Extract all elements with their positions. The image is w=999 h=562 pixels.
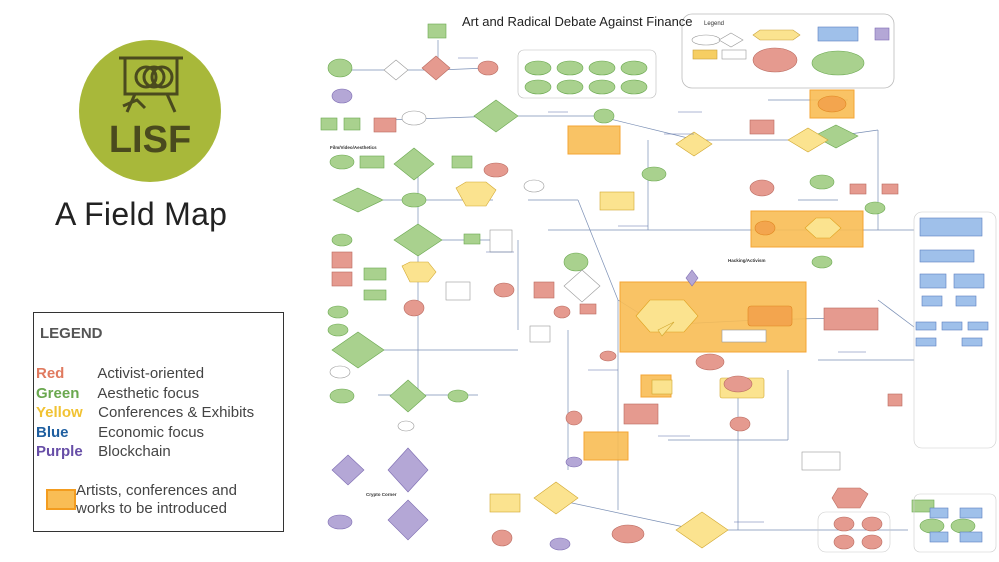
purple-nodes [327,88,699,551]
legend-description: Conferences & Exhibits [98,404,255,421]
green-nodes [320,23,976,534]
legend-category: Red [36,365,65,382]
legend-title: LEGEND [40,325,103,342]
legend-row-blue: Blue Economic focus [36,424,204,441]
legend-category: Yellow [36,404,83,421]
orange-inner-nodes [635,95,847,333]
red-bottom-panel [817,511,891,553]
section-label-crypto: Crypto Corner [366,492,397,497]
logo-text: LISF [109,119,191,161]
legend-swatch-orange [46,489,76,510]
diagram-legend-shapes [691,26,890,76]
diagram-legend-heading: Legend [704,21,724,27]
lisf-logo: LISF [79,40,221,182]
legend-row-red: Red Activist-oriented [36,365,204,382]
legend-category: Green [36,385,80,402]
legend-row-green: Green Aesthetic focus [36,385,199,402]
legend-category: Purple [36,443,83,460]
connector-lines [338,40,919,531]
page-subtitle: A Field Map [55,196,228,232]
unreadable-label-marks [458,57,866,523]
green-cluster-nodes [524,60,648,95]
legend-row-purple: Purple Blockchain [36,443,171,460]
section-label-film: Film/Video/Aesthetics [330,145,377,150]
white-nodes [329,59,841,471]
legend-category: Blue [36,424,69,441]
diagram-title: Art and Radical Debate Against Finance [462,14,693,29]
field-map-diagram: Legend [320,13,997,553]
easel-coins-icon [119,56,183,113]
legend-description: Economic focus [98,424,205,441]
section-label-hacking: Hacking/Activism [728,258,766,263]
legend-description: Aesthetic focus [97,385,200,402]
logo-circle [79,40,221,182]
legend-row-yellow: Yellow Conferences & Exhibits [36,404,254,421]
legend-description: Activist-oriented [97,365,205,382]
blue-bottom-panel [913,493,997,553]
legend-description: Blockchain [98,443,171,460]
legend-swatch-label: Artists, conferences and works to be int… [76,482,237,517]
legend-box: LEGEND Red Activist-oriented Green Aesth… [33,312,284,532]
yellow-nodes [401,127,829,549]
blue-nodes [915,217,989,543]
